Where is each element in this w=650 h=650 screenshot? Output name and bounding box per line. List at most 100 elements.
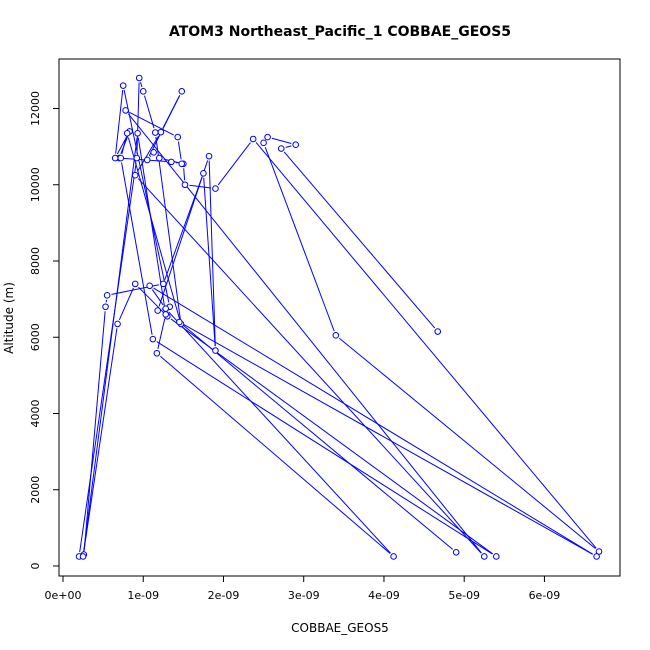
data-point [154, 307, 161, 314]
data-point [277, 145, 285, 152]
data-point [205, 152, 213, 160]
data-point [159, 280, 167, 288]
series-0-segment [127, 137, 181, 320]
series-0-segment [153, 287, 594, 555]
data-point [102, 303, 109, 311]
series-0-segment [162, 95, 181, 129]
y-tick-label: 0 [29, 563, 42, 570]
y-tick-label: 12000 [29, 91, 42, 126]
data-point [103, 292, 111, 299]
data-point [260, 139, 267, 147]
data-point [135, 74, 143, 82]
series-0-segment [182, 324, 454, 550]
data-point [181, 181, 189, 189]
series-0-segment [264, 146, 335, 332]
series-0-segment [83, 137, 138, 553]
series-0-segment [151, 289, 164, 306]
data-point [174, 133, 182, 141]
series-0-segment [140, 82, 143, 88]
series-0-segment [156, 341, 493, 555]
data-point [114, 320, 121, 328]
data-point [212, 185, 219, 192]
data-point [157, 128, 165, 136]
x-tick-label: 4e-09 [368, 589, 400, 602]
data-point [176, 318, 183, 326]
series-0-segment [79, 162, 137, 553]
series-0-segment [177, 141, 182, 160]
x-tick-label: 5e-09 [448, 589, 480, 602]
data-point [143, 156, 151, 164]
series-0-segment [137, 178, 482, 554]
data-point [434, 328, 442, 335]
data-point [292, 141, 299, 149]
data-point [153, 349, 161, 357]
y-tick-label: 6000 [29, 323, 42, 351]
series-0-segment [137, 135, 160, 172]
series-0-segment [121, 137, 127, 154]
data-point [249, 135, 257, 143]
data-point [139, 88, 147, 95]
series-0-segment [159, 355, 391, 554]
data-point [119, 82, 127, 89]
data-point [150, 149, 157, 156]
data-point [79, 553, 87, 560]
data-point [146, 282, 153, 290]
data-point [178, 88, 186, 95]
series-0-segment [128, 113, 482, 554]
data-point [123, 129, 131, 137]
series-0-segment [83, 311, 106, 551]
series-0-segment [203, 177, 216, 347]
series-0-segment [157, 318, 166, 349]
y-tick-label: 2000 [29, 476, 42, 504]
y-tick-label: 8000 [29, 247, 42, 275]
data-point [117, 154, 125, 162]
data-point [480, 553, 488, 560]
x-axis: 0e+00 1e-09 2e-09 3e-09 4e-09 5e-09 6e-09 [45, 575, 561, 602]
series-layer [75, 74, 603, 560]
series-0-segment [271, 137, 292, 145]
series-0-segment [168, 311, 391, 554]
series-0-segment [208, 160, 216, 347]
series-0-segment [123, 89, 170, 303]
series-0-segment [149, 155, 152, 157]
series-0-segment [129, 112, 174, 136]
series-0-segment [164, 177, 203, 280]
y-tick-label: 10000 [29, 167, 42, 202]
plot-frame [58, 58, 621, 577]
data-point [452, 548, 460, 556]
x-tick-label: 6e-09 [529, 589, 561, 602]
x-tick-label: 0e+00 [45, 589, 82, 602]
data-point [212, 347, 219, 354]
series-0-segment [183, 323, 593, 555]
data-point [155, 154, 163, 162]
series-0-segment [255, 142, 597, 549]
data-point [390, 553, 397, 560]
data-point [122, 107, 129, 114]
series-0-segment [283, 151, 436, 329]
series-0-segment [137, 137, 166, 311]
chart-title: ATOM3 Northeast_Pacific_1 COBBAE_GEOS5 [169, 24, 511, 40]
x-axis-label: COBBAE_GEOS5 [291, 621, 389, 635]
x-tick-label: 1e-09 [127, 589, 159, 602]
y-axis-label: Altitude (m) [2, 282, 16, 354]
series-0-segment [118, 287, 134, 320]
series-0-segment [285, 145, 292, 148]
data-point [178, 160, 186, 168]
series-0-segment [121, 162, 153, 335]
series-0-segment [136, 82, 140, 154]
data-point [149, 335, 157, 343]
data-point [264, 133, 271, 141]
series-0-segment [155, 136, 181, 320]
data-point [162, 305, 170, 312]
data-point [111, 154, 119, 162]
x-tick-label: 2e-09 [208, 589, 240, 602]
data-point [134, 129, 141, 137]
data-point [492, 553, 500, 560]
series-0-segment [217, 142, 251, 186]
series-0-segment [170, 318, 493, 555]
series-0-segment [83, 328, 118, 553]
data-point [133, 154, 141, 162]
y-tick-label: 4000 [29, 400, 42, 428]
series-0-segment [144, 95, 155, 129]
